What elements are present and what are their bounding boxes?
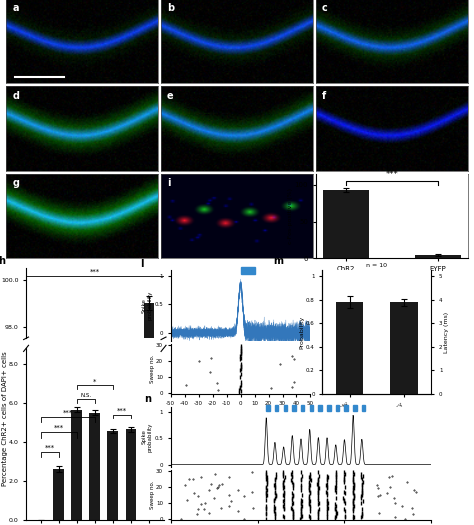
Bar [310, 405, 313, 411]
Text: ***: *** [117, 408, 127, 414]
Y-axis label: Probability: Probability [300, 316, 304, 349]
Text: N.S.: N.S. [80, 393, 91, 398]
Text: b: b [167, 3, 174, 13]
Text: d: d [12, 91, 19, 101]
Text: k: k [270, 162, 277, 172]
Text: Percentage ChR2+ cells of DAPI+ cells: Percentage ChR2+ cells of DAPI+ cells [2, 352, 8, 486]
Bar [292, 405, 296, 411]
Bar [126, 429, 137, 520]
Text: g: g [12, 178, 19, 188]
Bar [362, 405, 365, 411]
Bar [353, 405, 356, 411]
Text: n: n [145, 394, 152, 404]
Bar [345, 405, 348, 411]
Y-axis label: Latency (ms): Latency (ms) [444, 311, 449, 353]
Bar [319, 405, 322, 411]
Text: ***: *** [385, 170, 398, 179]
Text: ***: *** [90, 269, 100, 275]
Text: c: c [322, 3, 328, 13]
Text: i: i [167, 178, 171, 188]
Text: *: * [93, 379, 97, 385]
Text: e: e [167, 91, 173, 101]
Text: j: j [322, 178, 326, 188]
Y-axis label: Sweep no.: Sweep no. [150, 480, 155, 509]
Y-axis label: Spike
probability: Spike probability [142, 423, 153, 451]
Text: a: a [12, 3, 19, 13]
Bar [108, 431, 118, 520]
Y-axis label: Sweep no.: Sweep no. [150, 354, 155, 383]
Bar [415, 255, 461, 258]
Text: n = 10: n = 10 [366, 263, 387, 268]
Y-axis label: Spike
probability: Spike probability [142, 291, 153, 320]
Bar [144, 303, 155, 525]
Text: ***: *** [54, 425, 64, 431]
Bar [283, 405, 287, 411]
Bar [301, 405, 304, 411]
Bar [391, 302, 418, 394]
Text: ***: *** [63, 410, 73, 416]
Bar [336, 302, 363, 394]
Text: f: f [322, 91, 326, 101]
Bar [266, 405, 270, 411]
Text: h: h [0, 256, 6, 266]
X-axis label: Time (ms): Time (ms) [225, 408, 256, 413]
Bar [53, 469, 64, 520]
Text: m: m [273, 256, 283, 266]
Bar [90, 413, 100, 520]
Bar [336, 405, 339, 411]
Y-axis label: c-Fos-positive (%): c-Fos-positive (%) [288, 188, 293, 244]
Bar [327, 405, 330, 411]
Bar [275, 405, 278, 411]
Text: l: l [140, 259, 143, 269]
Bar [240, 267, 255, 274]
Text: ***: *** [45, 445, 55, 450]
Bar [71, 410, 82, 520]
Bar [323, 190, 369, 258]
